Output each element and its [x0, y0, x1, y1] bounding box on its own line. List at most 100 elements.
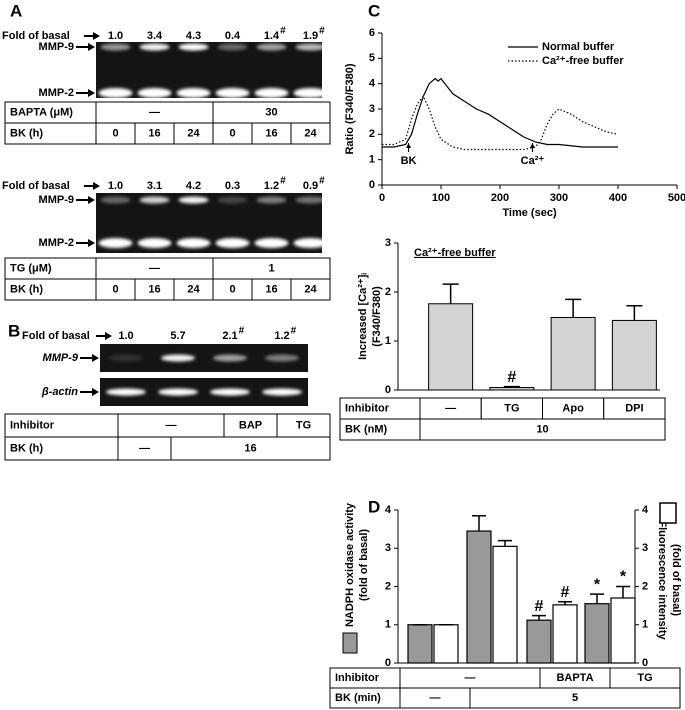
annotation: *: [594, 576, 601, 593]
arrow-head: [88, 43, 95, 51]
y-tick-label: 1: [385, 619, 391, 631]
table-cell-text: —: [465, 672, 476, 684]
table-cell-text: 0: [229, 127, 235, 139]
table-cell-text: TG: [504, 402, 519, 414]
y-tick-label: 4: [642, 504, 649, 516]
arrow-head: [93, 182, 100, 190]
error-bar: [498, 539, 512, 547]
panel-label: D: [368, 497, 380, 516]
table-cell-text: 16: [244, 442, 256, 454]
table-cell-text: 5: [572, 692, 578, 704]
fold-mark: #: [319, 26, 325, 37]
table-cell-text: —: [149, 106, 160, 118]
annotation: *: [620, 569, 627, 586]
error-bar: [503, 385, 520, 388]
table-cell-text: —: [149, 262, 160, 274]
band: [98, 238, 133, 248]
band: [256, 196, 287, 204]
table-cell-text: 24: [187, 283, 200, 295]
table-row-label: BK (h): [10, 283, 43, 295]
bar: [433, 624, 459, 664]
table-cell: [170, 436, 331, 461]
table-cell-text: Apo: [562, 402, 584, 414]
y-tick-label: 0: [385, 384, 391, 396]
band: [215, 88, 250, 98]
band: [176, 88, 211, 98]
fold-value: 0.3: [225, 180, 240, 192]
table-row-label: Inhibitor: [345, 402, 390, 414]
table-cell-text: 16: [148, 283, 160, 295]
y-tick-label: 2: [642, 580, 648, 592]
arrow-head: [88, 89, 95, 97]
arrow-head: [529, 143, 535, 148]
error-bar: [442, 283, 459, 304]
arrow-head: [92, 388, 99, 396]
table-cell-text: 24: [187, 127, 200, 139]
table-cell-text: 0: [112, 127, 118, 139]
x-tick-label: 0: [379, 192, 385, 204]
x-tick-label: 500: [668, 192, 685, 204]
bar: [550, 316, 596, 391]
bar: [492, 545, 518, 664]
y-axis-label: Increased [Ca²⁺]ᵢ: [357, 273, 369, 360]
band: [158, 388, 198, 396]
fold-mark: #: [319, 176, 325, 187]
fold-value: 0.4: [225, 30, 241, 42]
y-tick-label: 1: [385, 335, 391, 347]
y-axis-label: (fold of basal): [358, 529, 370, 601]
table-cell: [290, 278, 331, 301]
annotation: BK: [401, 155, 417, 167]
bar: [466, 530, 492, 664]
band: [217, 196, 248, 204]
band: [217, 43, 248, 51]
table-row-label: BK (h): [10, 442, 43, 454]
y-tick-label: 1: [642, 619, 648, 631]
band: [139, 196, 170, 204]
table-row-label: BK (nM): [345, 423, 387, 435]
fold-mark: #: [239, 326, 245, 337]
y-axis-label: Ratio (F340/F380): [344, 63, 356, 154]
error-bar: [590, 593, 604, 604]
bar: [526, 619, 552, 664]
chart-subtitle: Ca²⁺-free buffer: [414, 247, 496, 259]
annotation: #: [507, 369, 516, 386]
table-cell: [290, 122, 331, 145]
y-tick-label: 3: [369, 103, 375, 115]
error-bar: [565, 298, 582, 318]
band: [161, 354, 195, 362]
fold-value: 5.7: [170, 330, 185, 342]
table-cell-text: 0: [112, 283, 118, 295]
y2-axis-label: (fold of basal): [670, 544, 682, 616]
bar: [584, 603, 610, 664]
annotation: #: [535, 598, 544, 615]
table-row-label: BK (h): [10, 127, 43, 139]
y-tick-label: 2: [385, 580, 391, 592]
fold-mark: #: [291, 326, 297, 337]
bar: [610, 597, 636, 664]
band: [295, 196, 326, 204]
band-label: MMP-9: [43, 352, 79, 364]
table-row-label: Inhibitor: [335, 672, 380, 684]
table-row-label: Inhibitor: [10, 419, 55, 431]
annotation: #: [561, 584, 570, 601]
arrow-head: [92, 354, 99, 362]
legend-swatch: [342, 632, 358, 654]
band: [98, 88, 133, 98]
x-tick-label: 200: [491, 192, 509, 204]
table-cell: [419, 418, 666, 441]
bar: [428, 303, 474, 391]
fold-value: 1.0: [108, 30, 123, 42]
band: [265, 354, 299, 362]
table-cell-text: TG: [296, 419, 311, 431]
fold-value: 1.0: [118, 330, 133, 342]
line-series: [382, 77, 618, 148]
y-tick-label: 5: [369, 52, 375, 64]
y-tick-label: 2: [369, 128, 375, 140]
fold-value: 1.0: [108, 180, 123, 192]
band-label: MMP-9: [39, 41, 74, 53]
y-tick-label: 0: [385, 657, 391, 669]
x-tick-label: 400: [609, 192, 627, 204]
table-cell-text: 10: [536, 423, 548, 435]
x-tick-label: 300: [550, 192, 568, 204]
